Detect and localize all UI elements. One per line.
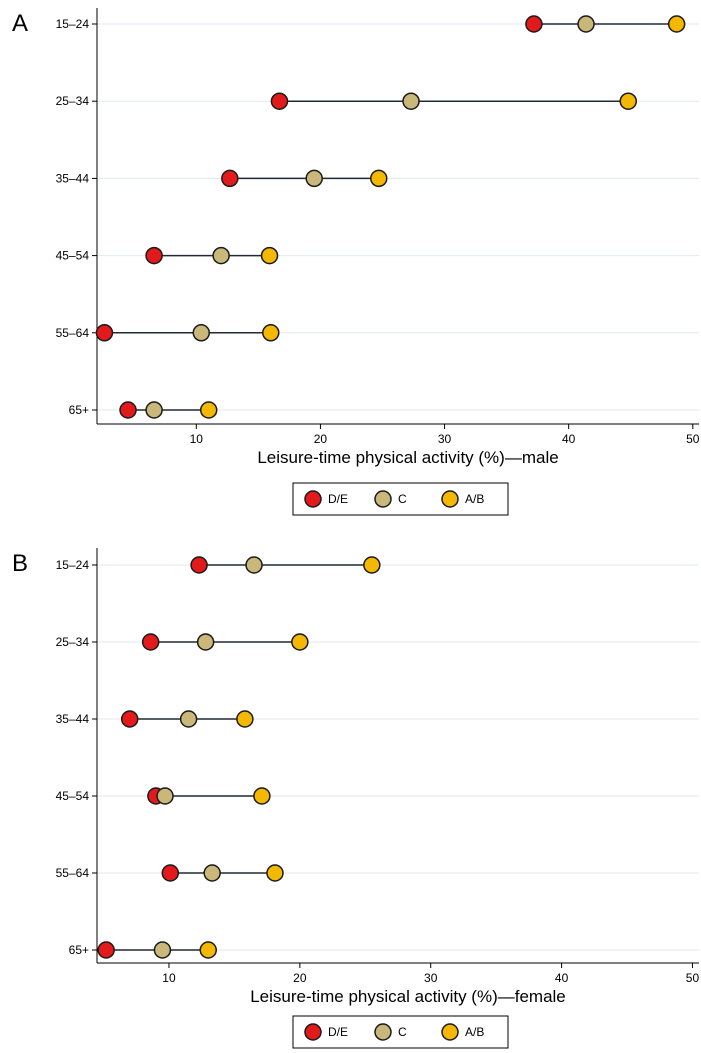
- category-label: 65+: [69, 943, 89, 957]
- category-label: 55–64: [56, 866, 90, 880]
- data-point-c: [245, 556, 263, 574]
- data-point-ab: [253, 787, 271, 805]
- category-label: 25–34: [56, 94, 90, 108]
- data-point-ab: [262, 324, 280, 342]
- chart-panel-a: A 15–24 25–34 35–44 45–54 55–64 65+ 10 20 30 40 50…: [0, 0, 701, 520]
- data-point-c: [192, 324, 211, 342]
- data-point-ab: [260, 246, 279, 265]
- data-point-c: [212, 246, 230, 265]
- x-axis-label: Leisure-time physical activity (%)—male: [257, 448, 558, 467]
- data-point-de: [221, 169, 239, 188]
- data-point-de: [95, 324, 114, 342]
- data-point-ab: [291, 633, 309, 651]
- data-point-c: [402, 92, 420, 110]
- x-tick-label: 40: [562, 432, 576, 446]
- data-point-de: [161, 864, 180, 882]
- data-point-ab: [199, 941, 217, 959]
- x-axis-label: Leisure-time physical activity (%)—femal…: [250, 987, 566, 1006]
- data-point-c: [196, 633, 215, 651]
- data-point-c: [145, 401, 163, 419]
- chart-panel-b: B 15–24 25–34 35–44 45–54 55–64 65+ 10 20 30 40 50…: [0, 540, 701, 1053]
- panel-label-a: A: [12, 10, 29, 37]
- category-label: 35–44: [56, 171, 90, 185]
- category-label: 25–34: [56, 635, 90, 649]
- data-point-de: [97, 941, 115, 959]
- data-point-de: [119, 401, 137, 419]
- data-point-ab: [199, 401, 218, 419]
- legend-marker: [441, 490, 459, 508]
- legend-box: [292, 1015, 509, 1049]
- data-point-de: [525, 15, 543, 33]
- legend-label: D/E: [328, 492, 348, 506]
- x-tick-label: 20: [293, 971, 307, 985]
- category-label: 35–44: [56, 712, 90, 726]
- legend-label: A/B: [465, 1025, 484, 1039]
- data-point-ab: [236, 710, 254, 728]
- x-tick-label: 10: [190, 432, 204, 446]
- x-tick-label: 50: [686, 971, 700, 985]
- legend-label: D/E: [328, 1025, 348, 1039]
- data-point-ab: [667, 15, 686, 33]
- data-point-de: [141, 633, 160, 651]
- legend: D/E C A/B: [292, 1015, 509, 1049]
- legend-marker: [304, 1023, 322, 1041]
- category-label: 45–54: [56, 789, 90, 803]
- category-label: 45–54: [56, 249, 90, 263]
- category-label: 65+: [69, 403, 89, 417]
- category-label: 15–24: [56, 17, 90, 31]
- data-point-c: [577, 15, 595, 33]
- category-label: 55–64: [56, 326, 90, 340]
- legend-marker: [441, 1023, 459, 1041]
- x-tick-label: 40: [555, 971, 569, 985]
- legend-label: A/B: [465, 492, 484, 506]
- data-point-de: [190, 556, 208, 574]
- data-point-c: [305, 169, 323, 188]
- legend-label: C: [398, 1025, 407, 1039]
- data-point-ab: [370, 169, 388, 188]
- chart-a-svg: 15–24 25–34 35–44 45–54 55–64 65+ 10 20 30 40 50 Le…: [56, 8, 700, 516]
- data-point-de: [145, 246, 163, 265]
- x-tick-label: 10: [162, 971, 176, 985]
- x-tick-label: 30: [438, 432, 452, 446]
- data-point-c: [153, 941, 172, 959]
- data-point-c: [156, 787, 174, 805]
- legend-marker: [374, 490, 392, 508]
- legend-box: [292, 482, 509, 516]
- data-point-ab: [363, 556, 381, 574]
- data-point-ab: [266, 864, 284, 882]
- x-tick-label: 30: [424, 971, 438, 985]
- data-point-de: [270, 92, 289, 110]
- data-point-c: [203, 864, 221, 882]
- legend: D/E C A/B: [292, 482, 509, 516]
- data-point-ab: [619, 92, 637, 110]
- panel-label-b: B: [12, 550, 29, 577]
- legend-label: C: [398, 492, 407, 506]
- category-label: 15–24: [56, 558, 90, 572]
- legend-marker: [304, 490, 322, 508]
- legend-marker: [374, 1023, 392, 1041]
- data-point-de: [120, 710, 139, 728]
- data-point-c: [179, 710, 198, 728]
- x-tick-label: 20: [314, 432, 328, 446]
- chart-b-svg: 15–24 25–34 35–44 45–54 55–64 65+ 10 20 30 40 50 Le…: [56, 548, 700, 1049]
- x-tick-label: 50: [686, 432, 700, 446]
